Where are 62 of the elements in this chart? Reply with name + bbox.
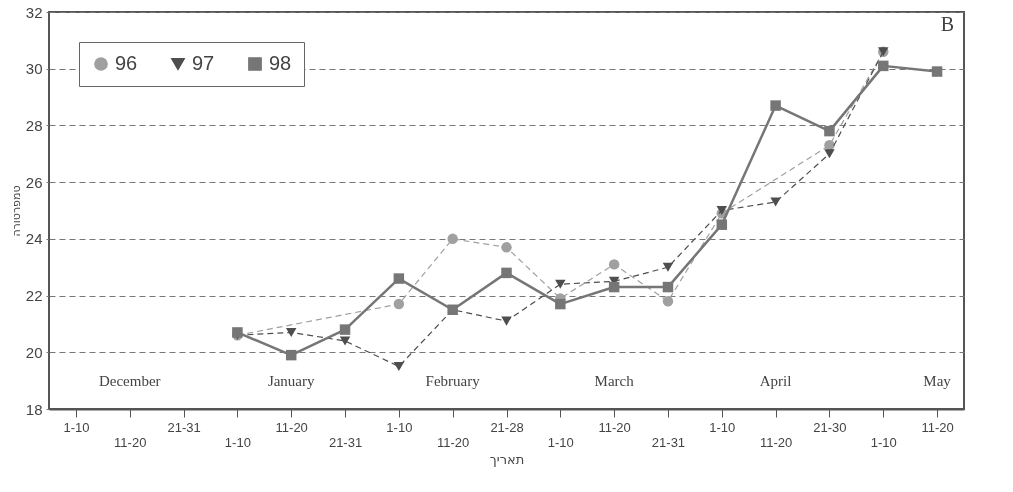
legend-label: 97	[192, 52, 215, 74]
x-tick-label: 1-10	[547, 434, 574, 450]
x-tick-label: 1-10	[709, 419, 736, 435]
legend-label: 96	[115, 52, 138, 74]
y-tick-label: 20	[25, 343, 43, 361]
legend-label: 98	[269, 52, 292, 74]
x-tick-label: 1-10	[386, 419, 413, 435]
point	[447, 233, 458, 245]
point	[931, 66, 943, 77]
x-tick-label: 11-20	[759, 434, 793, 450]
point	[878, 60, 889, 72]
annotation: December	[98, 373, 161, 390]
y-tick-label: 28	[25, 116, 43, 134]
point	[555, 298, 566, 310]
x-tick-label: 11-20	[275, 419, 308, 435]
annotation: March	[594, 373, 635, 390]
point	[501, 316, 512, 326]
x-tick-label: 1-10	[63, 419, 90, 435]
x-tick-label: 21-31	[167, 419, 201, 435]
point	[555, 279, 566, 289]
point	[662, 296, 674, 307]
point	[285, 349, 297, 361]
x-tick-label: 21-31	[651, 434, 686, 450]
point	[501, 242, 512, 253]
x-tick-label: 11-20	[921, 419, 954, 435]
y-tick-label: 32	[25, 3, 43, 21]
y-tick-label: 18	[25, 400, 43, 418]
annotation: May	[923, 373, 952, 390]
point	[770, 197, 781, 207]
annotation: January	[267, 373, 316, 390]
point	[393, 273, 405, 284]
chart-title: B	[940, 13, 954, 35]
x-tick-label: 21-30	[813, 419, 847, 435]
point	[608, 281, 620, 293]
point	[662, 262, 674, 272]
point	[608, 259, 620, 270]
point	[285, 327, 297, 337]
x-tick-label: 1-10	[224, 434, 251, 450]
y-tick-label: 26	[25, 173, 43, 191]
annotation: February	[425, 373, 481, 390]
point	[662, 281, 674, 293]
point	[393, 361, 405, 372]
x-tick-label: 1-10	[870, 434, 897, 450]
point	[393, 298, 405, 310]
x-tick-label: 11-20	[437, 434, 470, 450]
point	[339, 324, 351, 335]
point	[339, 336, 351, 346]
annotation: April	[759, 373, 792, 390]
x-tick-label: 21-31	[328, 434, 363, 450]
point	[824, 149, 835, 159]
y-axis-title: טמפרטורה	[9, 185, 23, 237]
point	[716, 219, 728, 230]
y-tick-label: 30	[25, 60, 43, 78]
x-tick-label: 11-20	[114, 434, 147, 450]
y-tick-label: 24	[25, 230, 43, 248]
point	[770, 100, 781, 111]
point	[824, 125, 835, 137]
point	[501, 267, 512, 279]
x-tick-label: 11-20	[598, 419, 631, 435]
x-axis-title: תאריך	[489, 451, 525, 467]
y-tick-label: 22	[25, 287, 43, 305]
x-tick-label: 21-28	[490, 419, 524, 435]
